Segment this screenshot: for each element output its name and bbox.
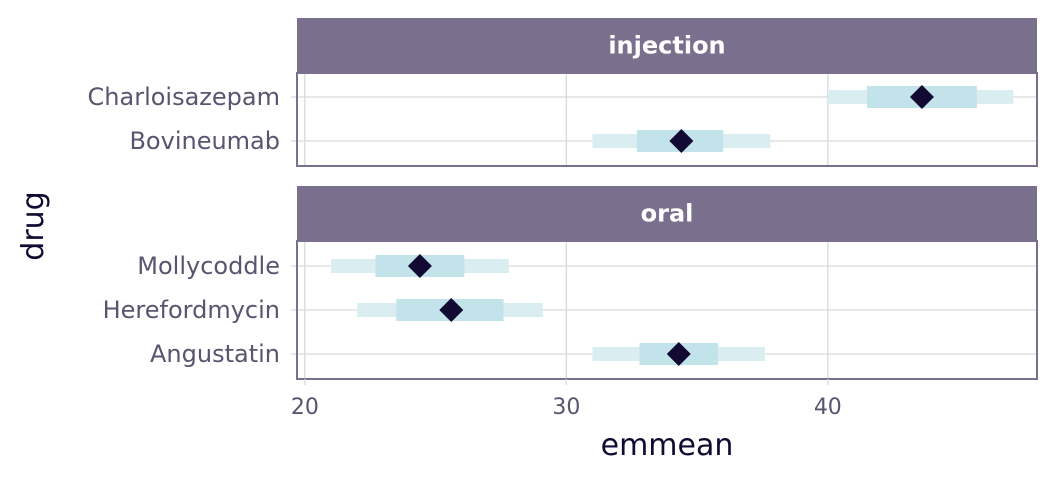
y-tick-label: Angustatin xyxy=(150,340,280,368)
y-tick-label: Mollycoddle xyxy=(137,252,280,280)
panel-injection: injection Charloisazepam Bovineumab xyxy=(88,18,1038,167)
y-tick-label: Herefordmycin xyxy=(103,296,280,324)
facet-strip xyxy=(297,18,1037,73)
x-axis-ticks: 20 30 40 xyxy=(291,379,842,420)
panel-border xyxy=(296,72,1038,167)
x-tick-label: 40 xyxy=(814,395,842,420)
panel-oral: oral Mollycoddle Herefordmycin Angustatin xyxy=(103,186,1038,380)
emmean-point xyxy=(669,129,694,153)
emmean-point xyxy=(909,85,934,109)
y-tick-label: Bovineumab xyxy=(129,127,280,155)
y-tick-label: Charloisazepam xyxy=(88,83,280,111)
x-tick-label: 20 xyxy=(291,395,319,420)
y-axis-title: drug xyxy=(16,191,51,260)
facet-strip xyxy=(297,186,1037,241)
facet-strip-label: oral xyxy=(641,200,694,228)
emmean-point xyxy=(439,298,464,322)
x-axis-title: emmean xyxy=(601,428,734,463)
facet-strip-label: injection xyxy=(608,32,725,60)
x-tick-label: 30 xyxy=(552,395,580,420)
panels: injection Charloisazepam Bovineumab oral Mol… xyxy=(88,18,1038,380)
emmean-point xyxy=(407,254,432,278)
emmean-point xyxy=(666,342,691,366)
panel-border xyxy=(296,240,1038,380)
